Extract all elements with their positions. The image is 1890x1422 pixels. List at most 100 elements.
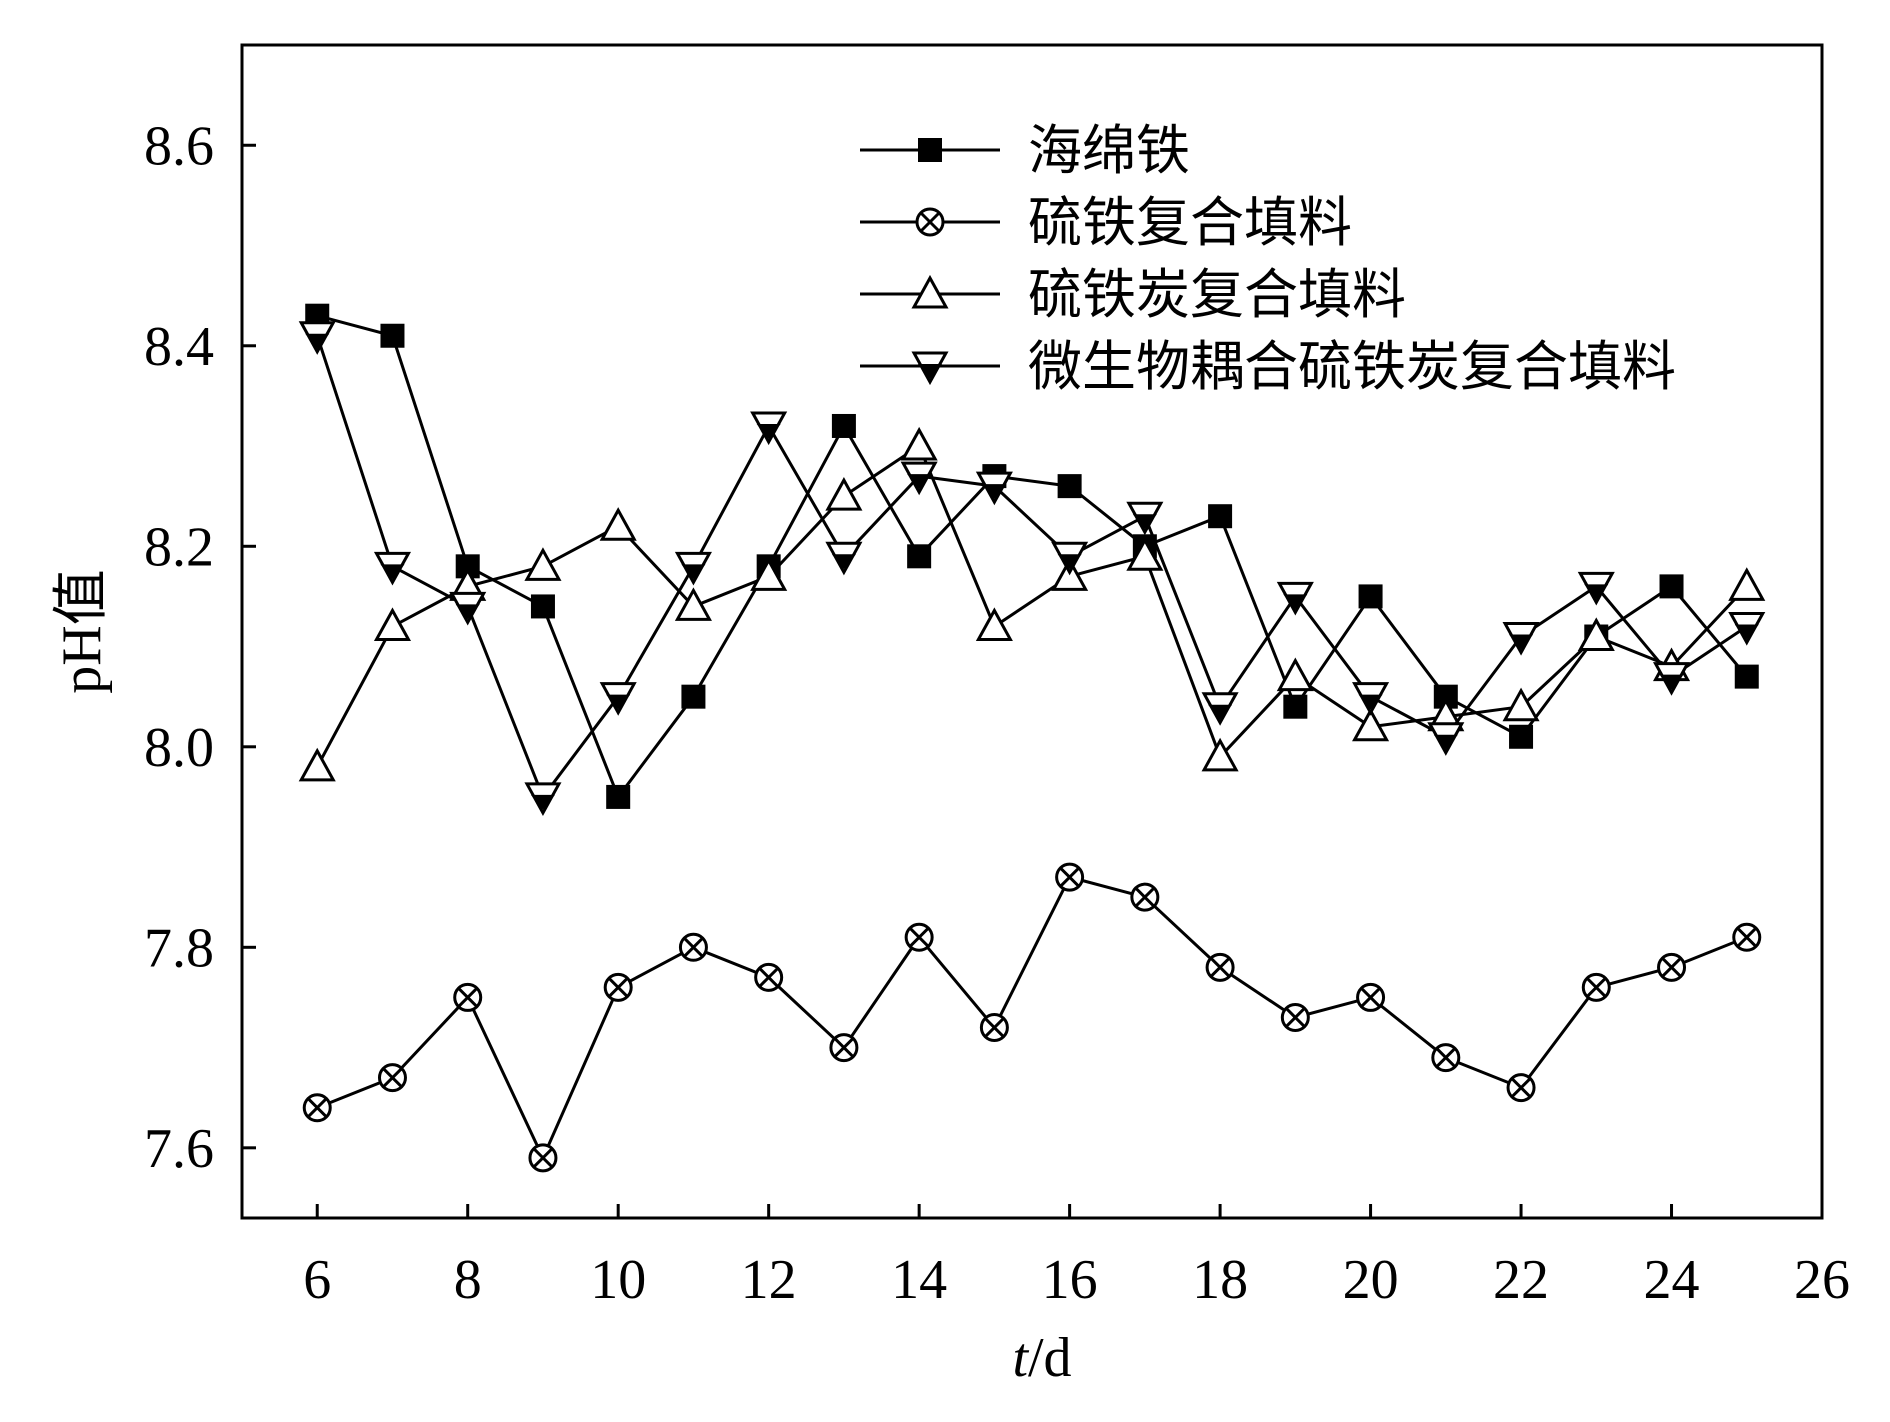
- y-tick-label: 7.6: [144, 1118, 214, 1180]
- circle-x-marker-stroke: [382, 1067, 403, 1088]
- data-point: [681, 684, 706, 709]
- legend-entry: 硫铁炭复合填料: [860, 265, 1406, 325]
- data-point: [907, 544, 932, 569]
- data-point: [979, 1013, 1009, 1043]
- data-point: [750, 557, 788, 591]
- triangle-up-marker: [1126, 537, 1164, 571]
- triangle-up-marker: [674, 587, 712, 621]
- data-point: [1732, 922, 1762, 952]
- circle-x-marker-stroke: [532, 1147, 554, 1168]
- triangle-up-marker: [1728, 567, 1766, 601]
- square-marker: [380, 323, 405, 348]
- circle-x-marker-stroke: [758, 967, 779, 988]
- triangle-up-marker: [1201, 737, 1239, 772]
- triangle-up-marker: [599, 507, 637, 541]
- triangle-up-marker: [1577, 617, 1615, 652]
- data-point: [975, 607, 1013, 641]
- circle-x-marker-stroke: [1210, 957, 1231, 978]
- data-point: [453, 982, 483, 1012]
- data-point: [1427, 722, 1465, 756]
- triangle-up-marker: [1276, 657, 1314, 692]
- square-marker: [1283, 694, 1308, 719]
- triangle-down-marker-fill: [1208, 704, 1233, 720]
- triangle-down-marker-fill: [606, 694, 631, 710]
- circle-x-marker-stroke: [683, 937, 704, 958]
- data-point: [524, 547, 562, 581]
- x-tick-label: 24: [1644, 1249, 1700, 1311]
- circle-x-marker-stroke: [1510, 1077, 1532, 1098]
- y-tick-label: 8.0: [144, 717, 214, 779]
- triangle-down-marker-fill: [1132, 514, 1157, 530]
- x-axis-title-variable: t: [1012, 1327, 1029, 1389]
- data-point: [754, 962, 784, 992]
- data-point: [603, 972, 633, 1002]
- triangle-down-marker-fill: [455, 604, 480, 620]
- square-marker: [530, 594, 555, 619]
- circle-x-marker-stroke: [919, 211, 941, 233]
- data-point: [1280, 1002, 1310, 1032]
- triangle-up-marker: [298, 747, 336, 782]
- plot-layer: [298, 303, 1766, 1173]
- data-point: [599, 507, 637, 541]
- square-marker: [907, 544, 932, 569]
- data-point: [1205, 952, 1235, 982]
- data-point: [1051, 541, 1089, 576]
- x-tick-label: 12: [741, 1249, 797, 1311]
- triangle-up-marker: [825, 477, 863, 511]
- data-point: [1728, 567, 1766, 601]
- data-point: [900, 461, 938, 496]
- data-point: [1352, 707, 1390, 742]
- data-point: [1201, 692, 1239, 726]
- triangle-down-marker-fill: [380, 564, 405, 580]
- data-point: [831, 413, 856, 438]
- triangle-up-marker: [750, 557, 788, 591]
- x-tick-label: 16: [1042, 1249, 1098, 1311]
- x-tick-label: 20: [1343, 1249, 1399, 1311]
- data-point: [1581, 972, 1611, 1002]
- data-point: [1431, 1043, 1461, 1073]
- data-point: [1506, 1073, 1536, 1103]
- data-point: [1201, 737, 1239, 772]
- data-point: [1509, 724, 1534, 749]
- legend-label: 硫铁复合填料: [1028, 193, 1352, 253]
- data-point: [1208, 504, 1233, 529]
- circle-x-marker-stroke: [608, 977, 629, 998]
- data-point: [1577, 571, 1615, 606]
- data-point: [904, 922, 934, 952]
- triangle-down-marker-fill: [918, 364, 942, 379]
- triangle-down-marker-fill: [1584, 584, 1609, 600]
- data-point: [1502, 687, 1540, 722]
- square-marker: [1734, 664, 1759, 689]
- data-point: [1126, 501, 1164, 536]
- data-point: [1283, 694, 1308, 719]
- circle-x-marker-stroke: [1586, 977, 1607, 998]
- series-line: [315, 444, 1748, 768]
- triangle-up-marker: [900, 426, 938, 461]
- legend-label: 微生物耦合硫铁炭复合填料: [1028, 337, 1676, 397]
- series-line: [315, 335, 1748, 799]
- triangle-down-marker-fill: [756, 423, 781, 439]
- data-point: [1734, 664, 1759, 689]
- data-point: [1577, 617, 1615, 652]
- circle-x-marker-stroke: [1360, 987, 1381, 1008]
- data-point: [1356, 982, 1386, 1012]
- triangle-down-marker-fill: [907, 474, 932, 490]
- legend-label: 硫铁炭复合填料: [1028, 265, 1406, 325]
- circle-x-marker-stroke: [1285, 1007, 1306, 1028]
- circle-x-marker-stroke: [909, 927, 930, 948]
- triangle-up-marker: [524, 547, 562, 581]
- data-point: [975, 471, 1013, 506]
- triangle-down-marker-fill: [982, 484, 1007, 500]
- square-marker: [918, 138, 942, 162]
- data-point: [900, 426, 938, 461]
- data-point: [825, 541, 863, 576]
- data-point: [1728, 611, 1766, 646]
- data-point: [380, 323, 405, 348]
- circle-x-marker-stroke: [833, 1037, 854, 1058]
- square-marker: [1509, 724, 1534, 749]
- data-point: [1055, 862, 1085, 892]
- data-point: [599, 682, 637, 716]
- circle-x-marker-stroke: [1736, 927, 1757, 948]
